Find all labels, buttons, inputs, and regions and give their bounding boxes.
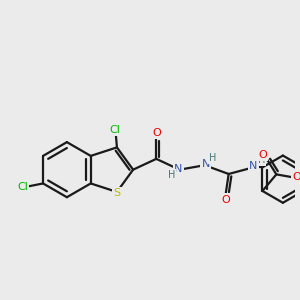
Text: S: S — [113, 188, 121, 198]
Text: Cl: Cl — [17, 182, 28, 192]
Text: O: O — [221, 194, 230, 205]
Text: N: N — [174, 164, 183, 174]
Text: H: H — [258, 155, 265, 166]
Text: O: O — [152, 128, 161, 138]
Text: O: O — [292, 172, 300, 182]
Text: Cl: Cl — [110, 125, 120, 135]
Text: N: N — [249, 161, 258, 171]
Text: N: N — [201, 159, 210, 169]
Text: H: H — [168, 169, 175, 180]
Text: H: H — [209, 153, 216, 163]
Text: O: O — [258, 150, 267, 160]
